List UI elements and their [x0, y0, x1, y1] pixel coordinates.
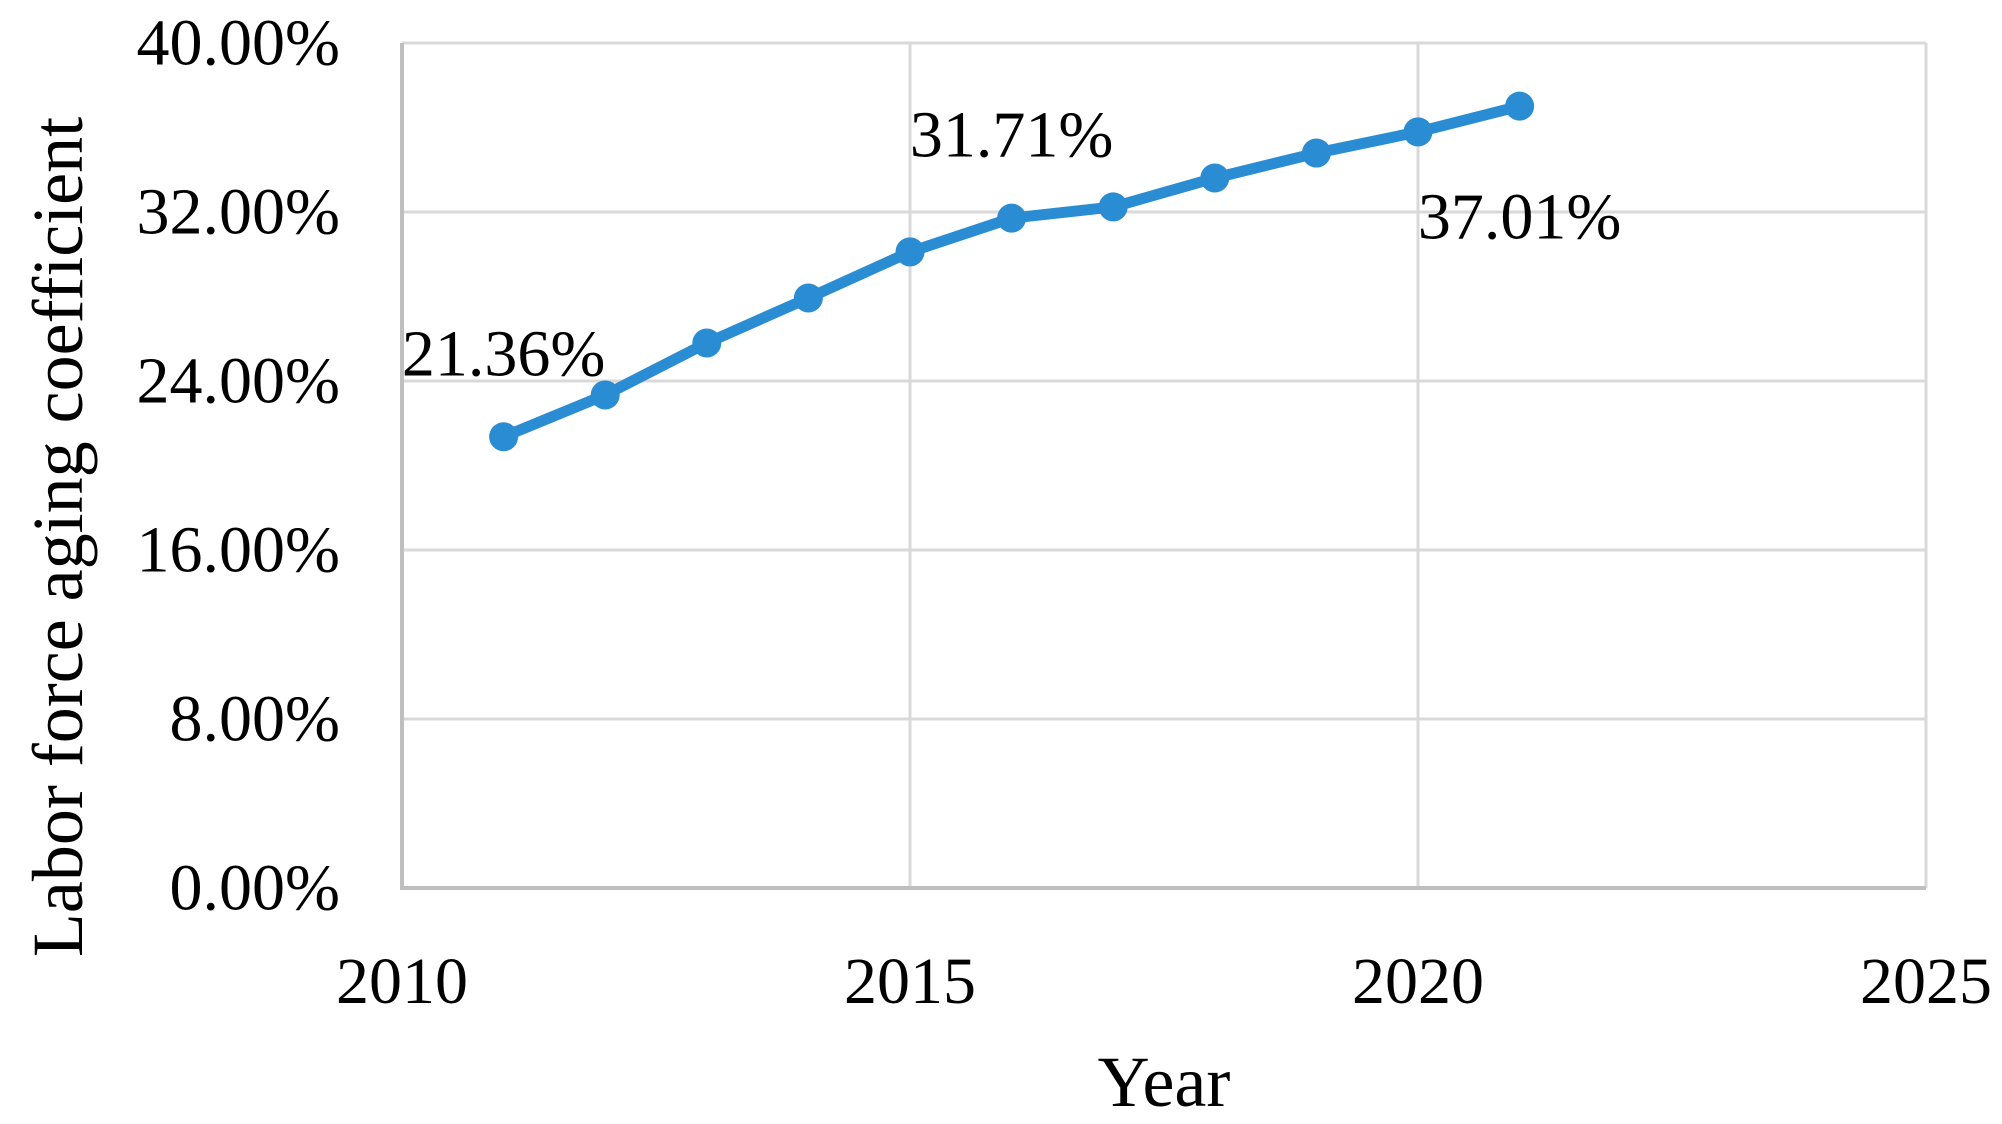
- x-tick-label: 2020: [1352, 945, 1484, 1018]
- data-series: [489, 91, 1535, 452]
- axis-lines: [400, 43, 1926, 890]
- data-point-marker: [997, 203, 1027, 233]
- y-tick-label: 8.00%: [170, 683, 340, 756]
- y-axis-tick-labels: 0.00% 8.00% 16.00% 24.00% 32.00% 40.00%: [137, 7, 340, 925]
- y-tick-label: 0.00%: [170, 852, 340, 925]
- data-point-label: 31.71%: [910, 99, 1113, 172]
- x-tick-label: 2010: [336, 945, 468, 1018]
- data-point-marker: [1505, 91, 1535, 121]
- data-point-marker: [793, 283, 823, 313]
- x-axis-title: Year: [1098, 1042, 1231, 1122]
- data-point-marker: [1200, 163, 1230, 193]
- x-axis-tick-labels: 2010 2015 2020 2025: [336, 945, 1992, 1018]
- data-point-marker: [692, 328, 722, 358]
- x-tick-label: 2025: [1860, 945, 1992, 1018]
- data-point-label: 21.36%: [402, 317, 605, 390]
- data-point-marker: [895, 237, 925, 267]
- data-point-marker: [1403, 117, 1433, 147]
- data-point-marker: [590, 380, 620, 410]
- y-tick-label: 16.00%: [137, 514, 340, 587]
- x-tick-label: 2015: [844, 945, 976, 1018]
- data-point-marker: [1098, 192, 1128, 222]
- y-tick-label: 32.00%: [137, 176, 340, 249]
- y-tick-label: 40.00%: [137, 7, 340, 80]
- data-labels: 21.36% 31.71% 37.01%: [402, 99, 1621, 391]
- gridlines: [402, 41, 1928, 888]
- data-point-marker: [1301, 138, 1331, 168]
- data-point-marker: [489, 422, 519, 452]
- y-axis-title: Labor force aging coefficient: [18, 117, 98, 957]
- y-tick-label: 24.00%: [137, 345, 340, 418]
- data-point-label: 37.01%: [1418, 181, 1621, 254]
